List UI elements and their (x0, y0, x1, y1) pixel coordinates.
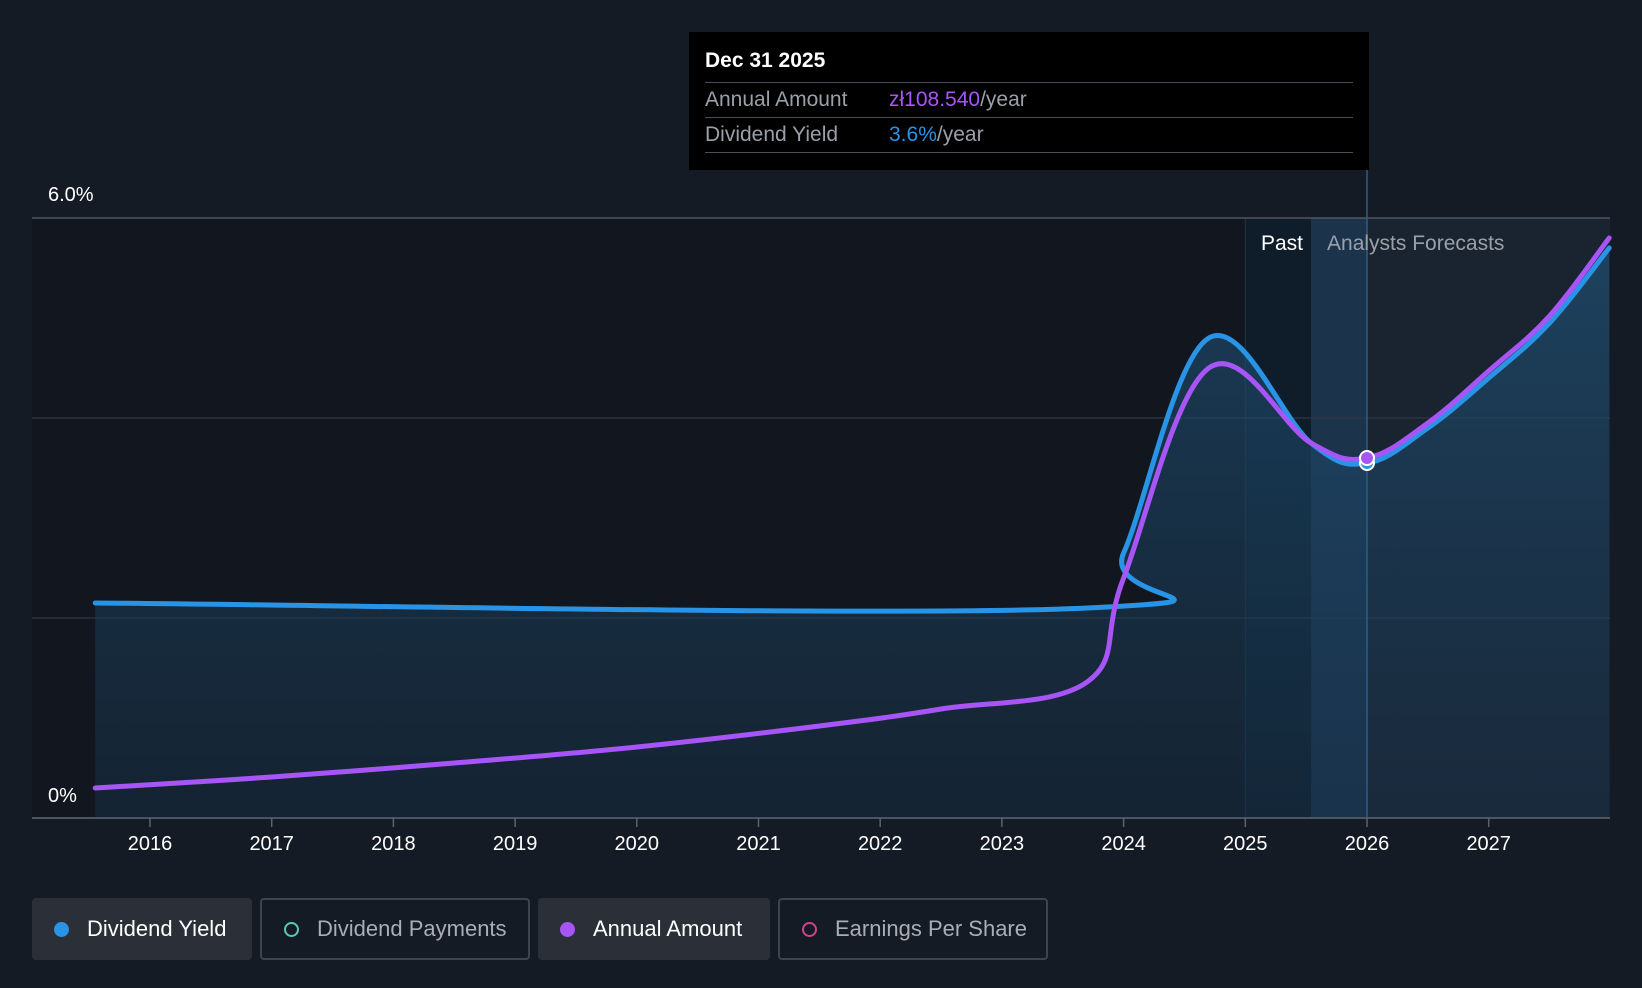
tooltip-label: Dividend Yield (705, 123, 839, 146)
annual-amount-line (92, 235, 1612, 791)
dividend-yield-suffix: /year (936, 123, 984, 146)
forecast-label: Analysts Forecasts (1327, 232, 1504, 255)
x-tick-label: 2027 (1466, 833, 1511, 855)
legend-dividend-yield[interactable]: Dividend Yield (32, 898, 252, 960)
past-label: Past (1261, 232, 1303, 255)
y-tick-label-bottom: 0% (48, 785, 77, 807)
x-tick-label: 2023 (980, 833, 1025, 855)
tooltip-row-annual-amount: Annual Amount zł108.540/year (705, 82, 1353, 117)
dividend-yield-area (95, 248, 1610, 818)
y-tick-label-top: 6.0% (48, 184, 94, 206)
hollow-circle-icon (284, 921, 299, 937)
legend-label: Annual Amount (593, 916, 743, 941)
x-tick-label: 2026 (1345, 833, 1390, 855)
x-tick-label: 2022 (858, 833, 903, 855)
dividend-yield-value: 3.6% (889, 123, 937, 146)
x-tick-label: 2018 (371, 833, 416, 855)
annual-amount-marker (1359, 450, 1375, 466)
tooltip-row-dividend-yield: Dividend Yield 3.6%/year (705, 117, 1353, 153)
x-tick-label: 2020 (615, 833, 660, 855)
tooltip-value: zł108.540/year (889, 83, 1027, 117)
tooltip-date: Dec 31 2025 (705, 49, 826, 72)
x-tick-label: 2021 (736, 833, 781, 855)
tooltip-value: 3.6%/year (889, 118, 984, 152)
annual-amount-suffix: /year (980, 88, 1027, 111)
filled-circle-icon (54, 921, 69, 937)
x-tick-label: 2025 (1223, 833, 1268, 855)
tooltip: Dec 31 2025 Annual Amount zł108.540/year… (689, 32, 1369, 170)
x-tick-label: 2017 (249, 833, 294, 855)
legend-label: Dividend Payments (317, 916, 507, 941)
annual-amount-value: zł108.540 (889, 88, 981, 111)
legend-label: Dividend Yield (87, 916, 227, 941)
legend-dividend-payments[interactable]: Dividend Payments (260, 898, 530, 960)
hollow-circle-icon (802, 921, 817, 937)
legend-annual-amount[interactable]: Annual Amount (538, 898, 770, 960)
dividend-yield-line (92, 245, 1612, 614)
x-tick-label: 2024 (1101, 833, 1146, 855)
legend-earnings-per-share[interactable]: Earnings Per Share (778, 898, 1048, 960)
tooltip-label: Annual Amount (705, 88, 848, 111)
legend-label: Earnings Per Share (835, 916, 1027, 941)
filled-circle-icon (560, 921, 575, 937)
x-tick-label: 2019 (493, 833, 538, 855)
x-tick-label: 2016 (128, 833, 173, 855)
